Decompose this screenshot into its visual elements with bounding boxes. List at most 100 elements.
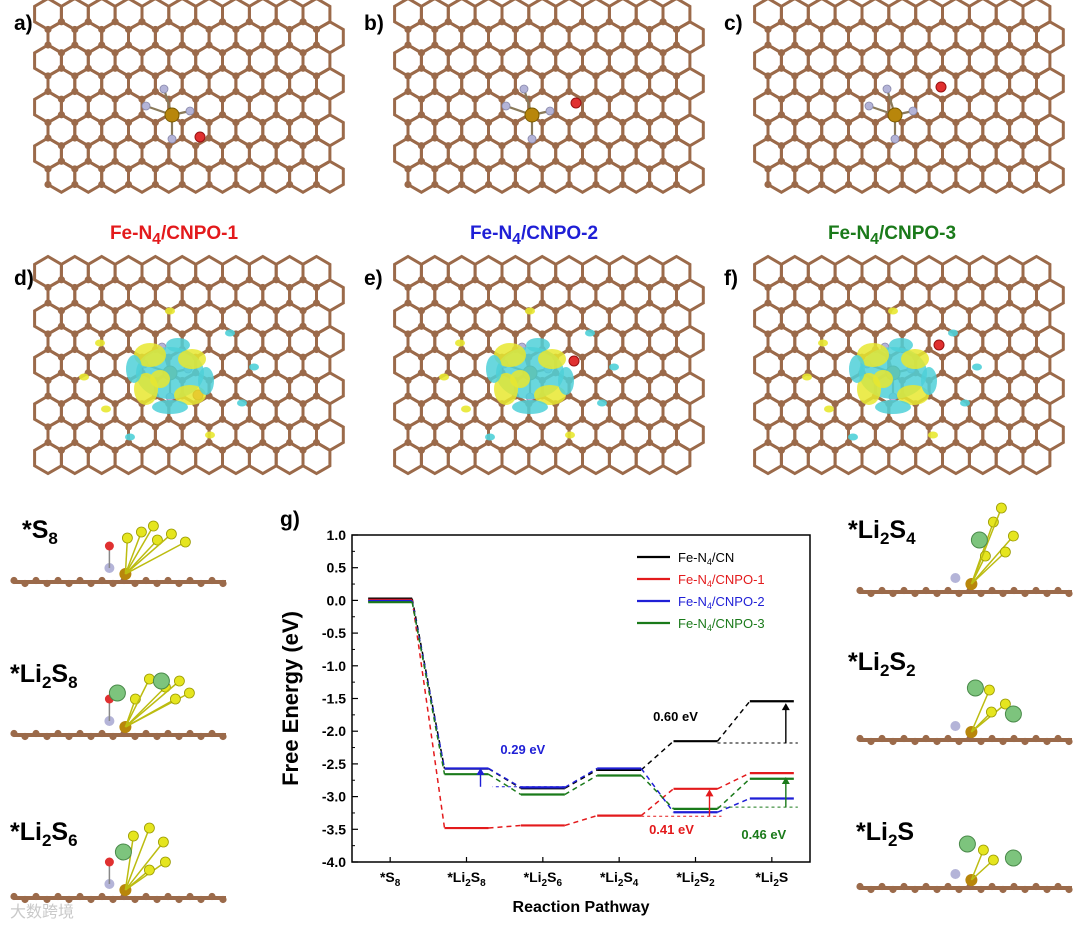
carbon-atom	[646, 299, 654, 307]
carbon-atom	[672, 283, 681, 292]
carbon-atom	[111, 18, 119, 26]
connector	[564, 767, 598, 789]
graphene-bond	[460, 159, 490, 195]
carbon-atom	[992, 95, 1000, 103]
nitrogen-atom	[159, 84, 169, 94]
carbon-atom	[151, 283, 159, 292]
carbon-atom	[938, 95, 947, 103]
carbon-atom	[565, 283, 573, 292]
carbon-atom	[871, 165, 879, 173]
panel-label-f: f)	[724, 267, 738, 290]
carbon-atom	[197, 732, 205, 741]
carbon-atom	[178, 180, 186, 189]
y-tick-label: -2.5	[322, 756, 346, 772]
carbon-atom	[1006, 438, 1014, 447]
carbon-atom	[844, 25, 853, 34]
carbon-atom	[44, 299, 52, 307]
carbon-atom	[71, 180, 79, 189]
carbon-atom	[764, 438, 772, 447]
carbon-atom	[205, 118, 213, 127]
carbon-atom	[804, 353, 812, 361]
charge-density-spot	[485, 433, 495, 441]
carbon-atom	[142, 729, 150, 738]
carbon-atom	[818, 330, 826, 338]
charge-density-lobe	[198, 367, 214, 395]
sulfur-atom	[147, 520, 159, 532]
carbon-atom	[898, 438, 906, 447]
carbon-atom	[605, 142, 613, 150]
connector	[717, 772, 751, 790]
carbon-atom	[21, 732, 29, 741]
carbon-atom	[831, 276, 839, 284]
carbon-atom	[672, 438, 681, 447]
carbon-atom	[952, 345, 960, 354]
carbon-atom	[818, 392, 826, 400]
carbon-atom	[831, 446, 839, 454]
carbon-atom	[672, 72, 681, 80]
carbon-atom	[777, 307, 786, 315]
carbon-atom	[124, 72, 133, 80]
carbon-atom	[925, 41, 933, 49]
charge-density-spot	[802, 373, 812, 381]
carbon-atom	[659, 49, 667, 57]
carbon-atom	[151, 423, 159, 431]
carbon-atom	[299, 18, 307, 26]
carbon-atom	[245, 49, 253, 57]
graphene-bond	[513, 159, 544, 195]
s-bond	[124, 827, 151, 891]
carbon-atom	[299, 400, 307, 408]
carbon-atom	[165, 142, 173, 150]
carbon-atom	[151, 299, 159, 307]
carbon-atom	[272, 276, 280, 284]
caption-sub: 4	[512, 230, 521, 248]
carbon-atom	[54, 576, 62, 585]
carbon-atom	[71, 438, 79, 447]
barrier-label: 0.60 eV	[653, 709, 698, 724]
graphene-bond	[234, 159, 265, 195]
carbon-atom	[605, 446, 613, 454]
carbon-atom	[498, 307, 506, 315]
carbon-atom	[858, 415, 866, 423]
carbon-atom	[44, 41, 52, 49]
carbon-atom	[164, 729, 172, 738]
carbon-atom	[938, 64, 947, 72]
carbon-atom	[151, 134, 159, 142]
carbon-atom	[898, 118, 906, 127]
carbon-atom	[885, 276, 893, 284]
carbon-atom	[938, 322, 947, 330]
carbon-atom	[178, 438, 186, 447]
carbon-atom	[431, 376, 439, 385]
carbon-atom	[871, 180, 879, 189]
carbon-atom	[659, 18, 667, 26]
carbon-atom	[218, 49, 227, 57]
carbon-atom	[205, 165, 213, 173]
x-tick-label: *Li2S6	[524, 869, 563, 889]
carbon-atom	[898, 423, 906, 431]
carbon-atom	[565, 345, 573, 354]
carbon-atom	[197, 895, 205, 904]
carbon-atom	[952, 72, 960, 80]
carbon-atom	[672, 41, 681, 49]
carbon-atom	[578, 276, 587, 284]
carbon-atom	[511, 41, 519, 49]
carbon-atom	[552, 415, 560, 423]
lithium-atom	[114, 843, 132, 861]
caption-sub: 4	[870, 230, 879, 248]
iron-atom	[524, 107, 540, 123]
caption-text: Fe-N	[109, 223, 153, 244]
carbon-atom	[299, 276, 307, 284]
graphene-bond	[153, 159, 184, 195]
carbon-atom	[192, 276, 200, 284]
carbon-atom	[471, 446, 479, 454]
carbon-atom	[659, 322, 667, 330]
carbon-atom	[431, 299, 439, 307]
s-bond	[125, 541, 186, 575]
carbon-atom	[232, 438, 240, 447]
carbon-atom	[632, 64, 640, 72]
charge-density-spot	[249, 363, 259, 371]
barrier-label: 0.41 eV	[649, 822, 694, 837]
carbon-atom	[632, 95, 640, 103]
carbon-atom	[205, 283, 213, 292]
carbon-atom	[219, 895, 227, 904]
carbon-atom	[197, 579, 205, 588]
